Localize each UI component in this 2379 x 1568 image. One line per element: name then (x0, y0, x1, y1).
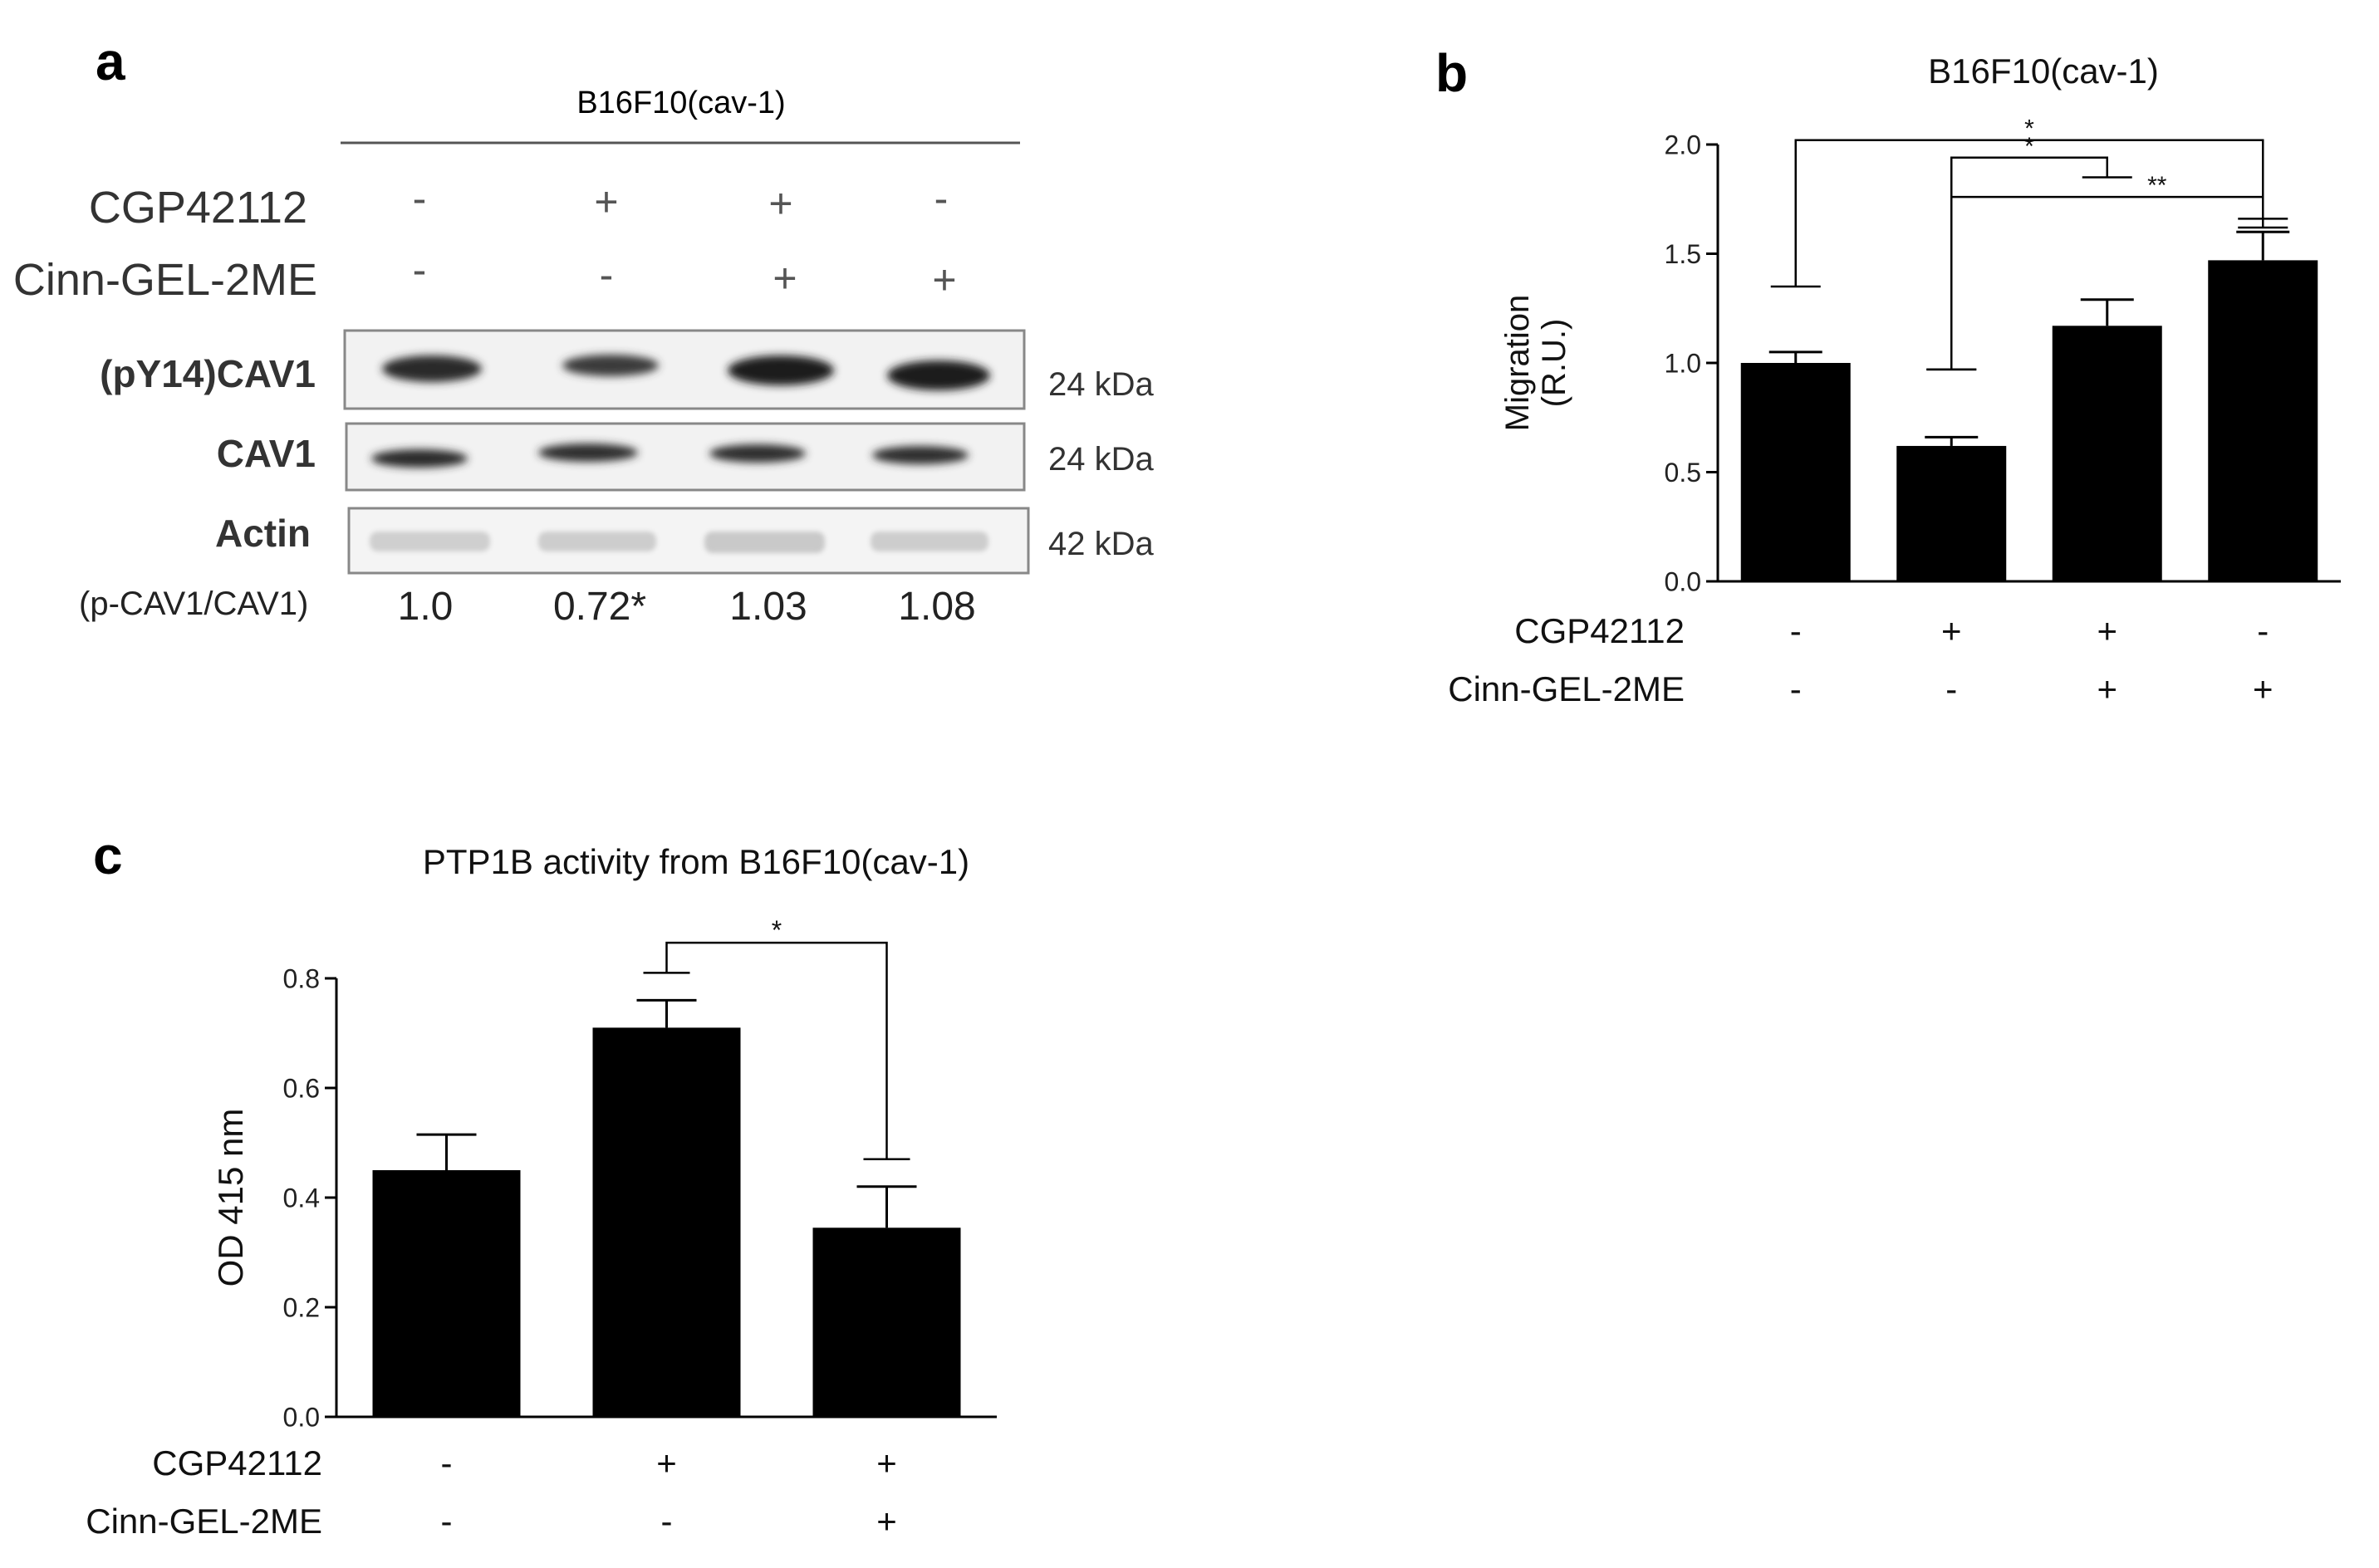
blot-label-pcav1: (pY14)CAV1 (100, 352, 316, 395)
treatment-sign: - (1790, 611, 1802, 650)
panel-a: a B16F10(cav-1) CGP42112 Cinn-GEL-2ME - … (13, 32, 1155, 629)
band (871, 532, 988, 551)
y-axis-label: OD 415 nm (211, 1109, 250, 1287)
chart-title: PTP1B activity from B16F10(cav-1) (423, 842, 969, 881)
treatment-sign: + (2253, 669, 2274, 708)
y-tick-label: 0.0 (283, 1403, 320, 1433)
panel-a-sign: + (768, 180, 792, 227)
y-axis-label: Migration(R.U.) (1499, 295, 1572, 432)
treatment-sign: - (1790, 669, 1802, 708)
panel-a-sign-row-cinn: - - + + (413, 247, 957, 303)
y-tick-label: 0.2 (283, 1293, 320, 1323)
treatment-sign: + (656, 1443, 677, 1482)
bar (812, 1227, 961, 1417)
panel-a-treatment-label-cinn: Cinn-GEL-2ME (13, 255, 317, 305)
panel-c-chart: PTP1B activity from B16F10(cav-1) OD 415 … (86, 842, 997, 1541)
significance-bracket (1794, 139, 2264, 287)
treatment-label: Cinn-GEL-2ME (1448, 669, 1685, 708)
panel-a-sign: + (932, 257, 956, 303)
band (704, 532, 825, 553)
treatment-label: Cinn-GEL-2ME (86, 1502, 322, 1541)
y-tick-label: 1.0 (1665, 349, 1701, 379)
chart-title: B16F10(cav-1) (1928, 51, 2159, 91)
bar (1896, 445, 2007, 581)
treatment-sign: + (2097, 611, 2117, 650)
panel-c-letter: c (93, 826, 123, 885)
significance-bracket (1950, 195, 2264, 370)
band (709, 444, 806, 463)
treatment-label: CGP42112 (1514, 611, 1685, 650)
band (538, 532, 656, 551)
y-tick-label: 0.4 (283, 1183, 320, 1213)
significance-label: ** (2147, 172, 2167, 199)
panel-a-sign-row-cgp: - + + - (413, 175, 949, 227)
blot-size-pcav1: 24 kDa (1048, 366, 1154, 403)
y-tick-label: 0.6 (283, 1074, 320, 1104)
bar (1740, 363, 1851, 581)
panel-a-sign: - (600, 252, 614, 298)
significance-label: * (2024, 133, 2034, 160)
bar (592, 1027, 741, 1417)
panel-a-sign: - (934, 175, 949, 222)
y-tick-label: 1.5 (1665, 239, 1701, 269)
bar (2052, 326, 2162, 581)
y-tick-label: 0.5 (1665, 458, 1701, 488)
panel-a-sign: + (594, 179, 618, 225)
band (370, 532, 490, 551)
panel-b-letter: b (1435, 43, 1468, 103)
ratio-label: (p-CAV1/CAV1) (79, 586, 308, 622)
ratio-value: 1.08 (898, 585, 975, 629)
panel-a-treatment-label-cgp: CGP42112 (89, 183, 307, 233)
blot-bands-cav1 (371, 443, 969, 468)
band (872, 446, 969, 464)
panel-a-header: B16F10(cav-1) (576, 86, 785, 120)
panel-b-chart: B16F10(cav-1) Migration(R.U.) 0.0 0.5 1.0 1.5… (1448, 51, 2341, 708)
bar (2208, 260, 2318, 581)
blot-bands-actin (370, 532, 988, 553)
band (538, 443, 638, 462)
ratio-value: 1.03 (729, 585, 807, 629)
y-tick-label: 0.8 (283, 964, 320, 994)
treatment-sign: - (1945, 669, 1957, 708)
treatment-sign: - (441, 1502, 453, 1541)
treatment-sign: - (661, 1502, 673, 1541)
treatment-label: CGP42112 (152, 1443, 322, 1482)
band (728, 355, 834, 385)
band (562, 355, 659, 376)
significance-label: * (772, 915, 782, 945)
blot-label-cav1: CAV1 (217, 432, 316, 475)
band (382, 355, 482, 382)
treatment-sign: - (441, 1443, 453, 1482)
blot-size-cav1: 24 kDa (1048, 441, 1154, 478)
blot-label-actin: Actin (215, 512, 311, 555)
ratio-value: 1.0 (398, 585, 454, 629)
panel-a-letter: a (96, 32, 125, 91)
significance-bracket (665, 941, 888, 1159)
treatment-sign: - (2257, 611, 2269, 650)
treatment-sign: + (2097, 669, 2117, 708)
band (371, 449, 468, 468)
treatment-sign: + (876, 1443, 897, 1482)
y-tick-label: 0.0 (1665, 567, 1701, 597)
significance-label: * (2024, 115, 2034, 143)
band (887, 360, 990, 390)
blot-bands-pcav1 (382, 355, 990, 390)
ratio-value: 0.72* (553, 585, 646, 629)
panel-a-sign: + (773, 255, 797, 301)
panel-a-sign: - (413, 247, 427, 293)
y-tick-label: 2.0 (1665, 130, 1701, 160)
bar (372, 1170, 521, 1417)
panel-a-sign: - (413, 175, 427, 222)
blot-size-actin: 42 kDa (1048, 526, 1154, 562)
treatment-sign: + (1941, 611, 1962, 650)
treatment-sign: + (876, 1502, 897, 1541)
